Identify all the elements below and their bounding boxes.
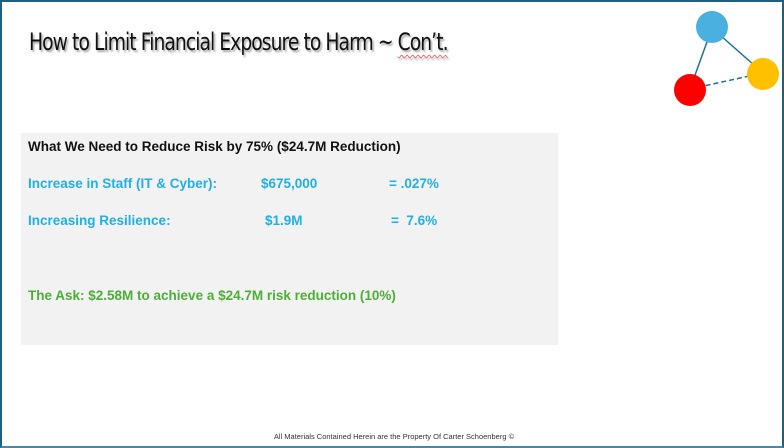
title-main-text: How to Limit Financial Exposure to Harm … [29, 28, 398, 56]
resilience-amount: $1.9M [265, 213, 303, 228]
resilience-label: Increasing Resilience: [28, 213, 171, 228]
risk-reduction-panel: What We Need to Reduce Risk by 75% ($24.… [21, 133, 558, 345]
node-red-icon [674, 74, 706, 106]
the-ask-text: The Ask: $2.58M to achieve a $24.7M risk… [28, 288, 396, 303]
slide-title: How to Limit Financial Exposure to Harm … [29, 28, 449, 56]
copyright-footer: All Materials Contained Herein are the P… [273, 432, 515, 441]
resilience-percent: = 7.6% [391, 213, 438, 228]
staff-percent: = .027% [389, 176, 439, 191]
staff-label: Increase in Staff (IT & Cyber): [28, 176, 218, 191]
panel-heading: What We Need to Reduce Risk by 75% ($24.… [28, 139, 401, 154]
staff-amount: $675,000 [261, 176, 318, 191]
three-node-network-icon [674, 11, 779, 106]
node-yellow-icon [747, 58, 779, 90]
title-suffix-text: Con’t. [397, 28, 449, 56]
node-blue-icon [696, 11, 728, 43]
